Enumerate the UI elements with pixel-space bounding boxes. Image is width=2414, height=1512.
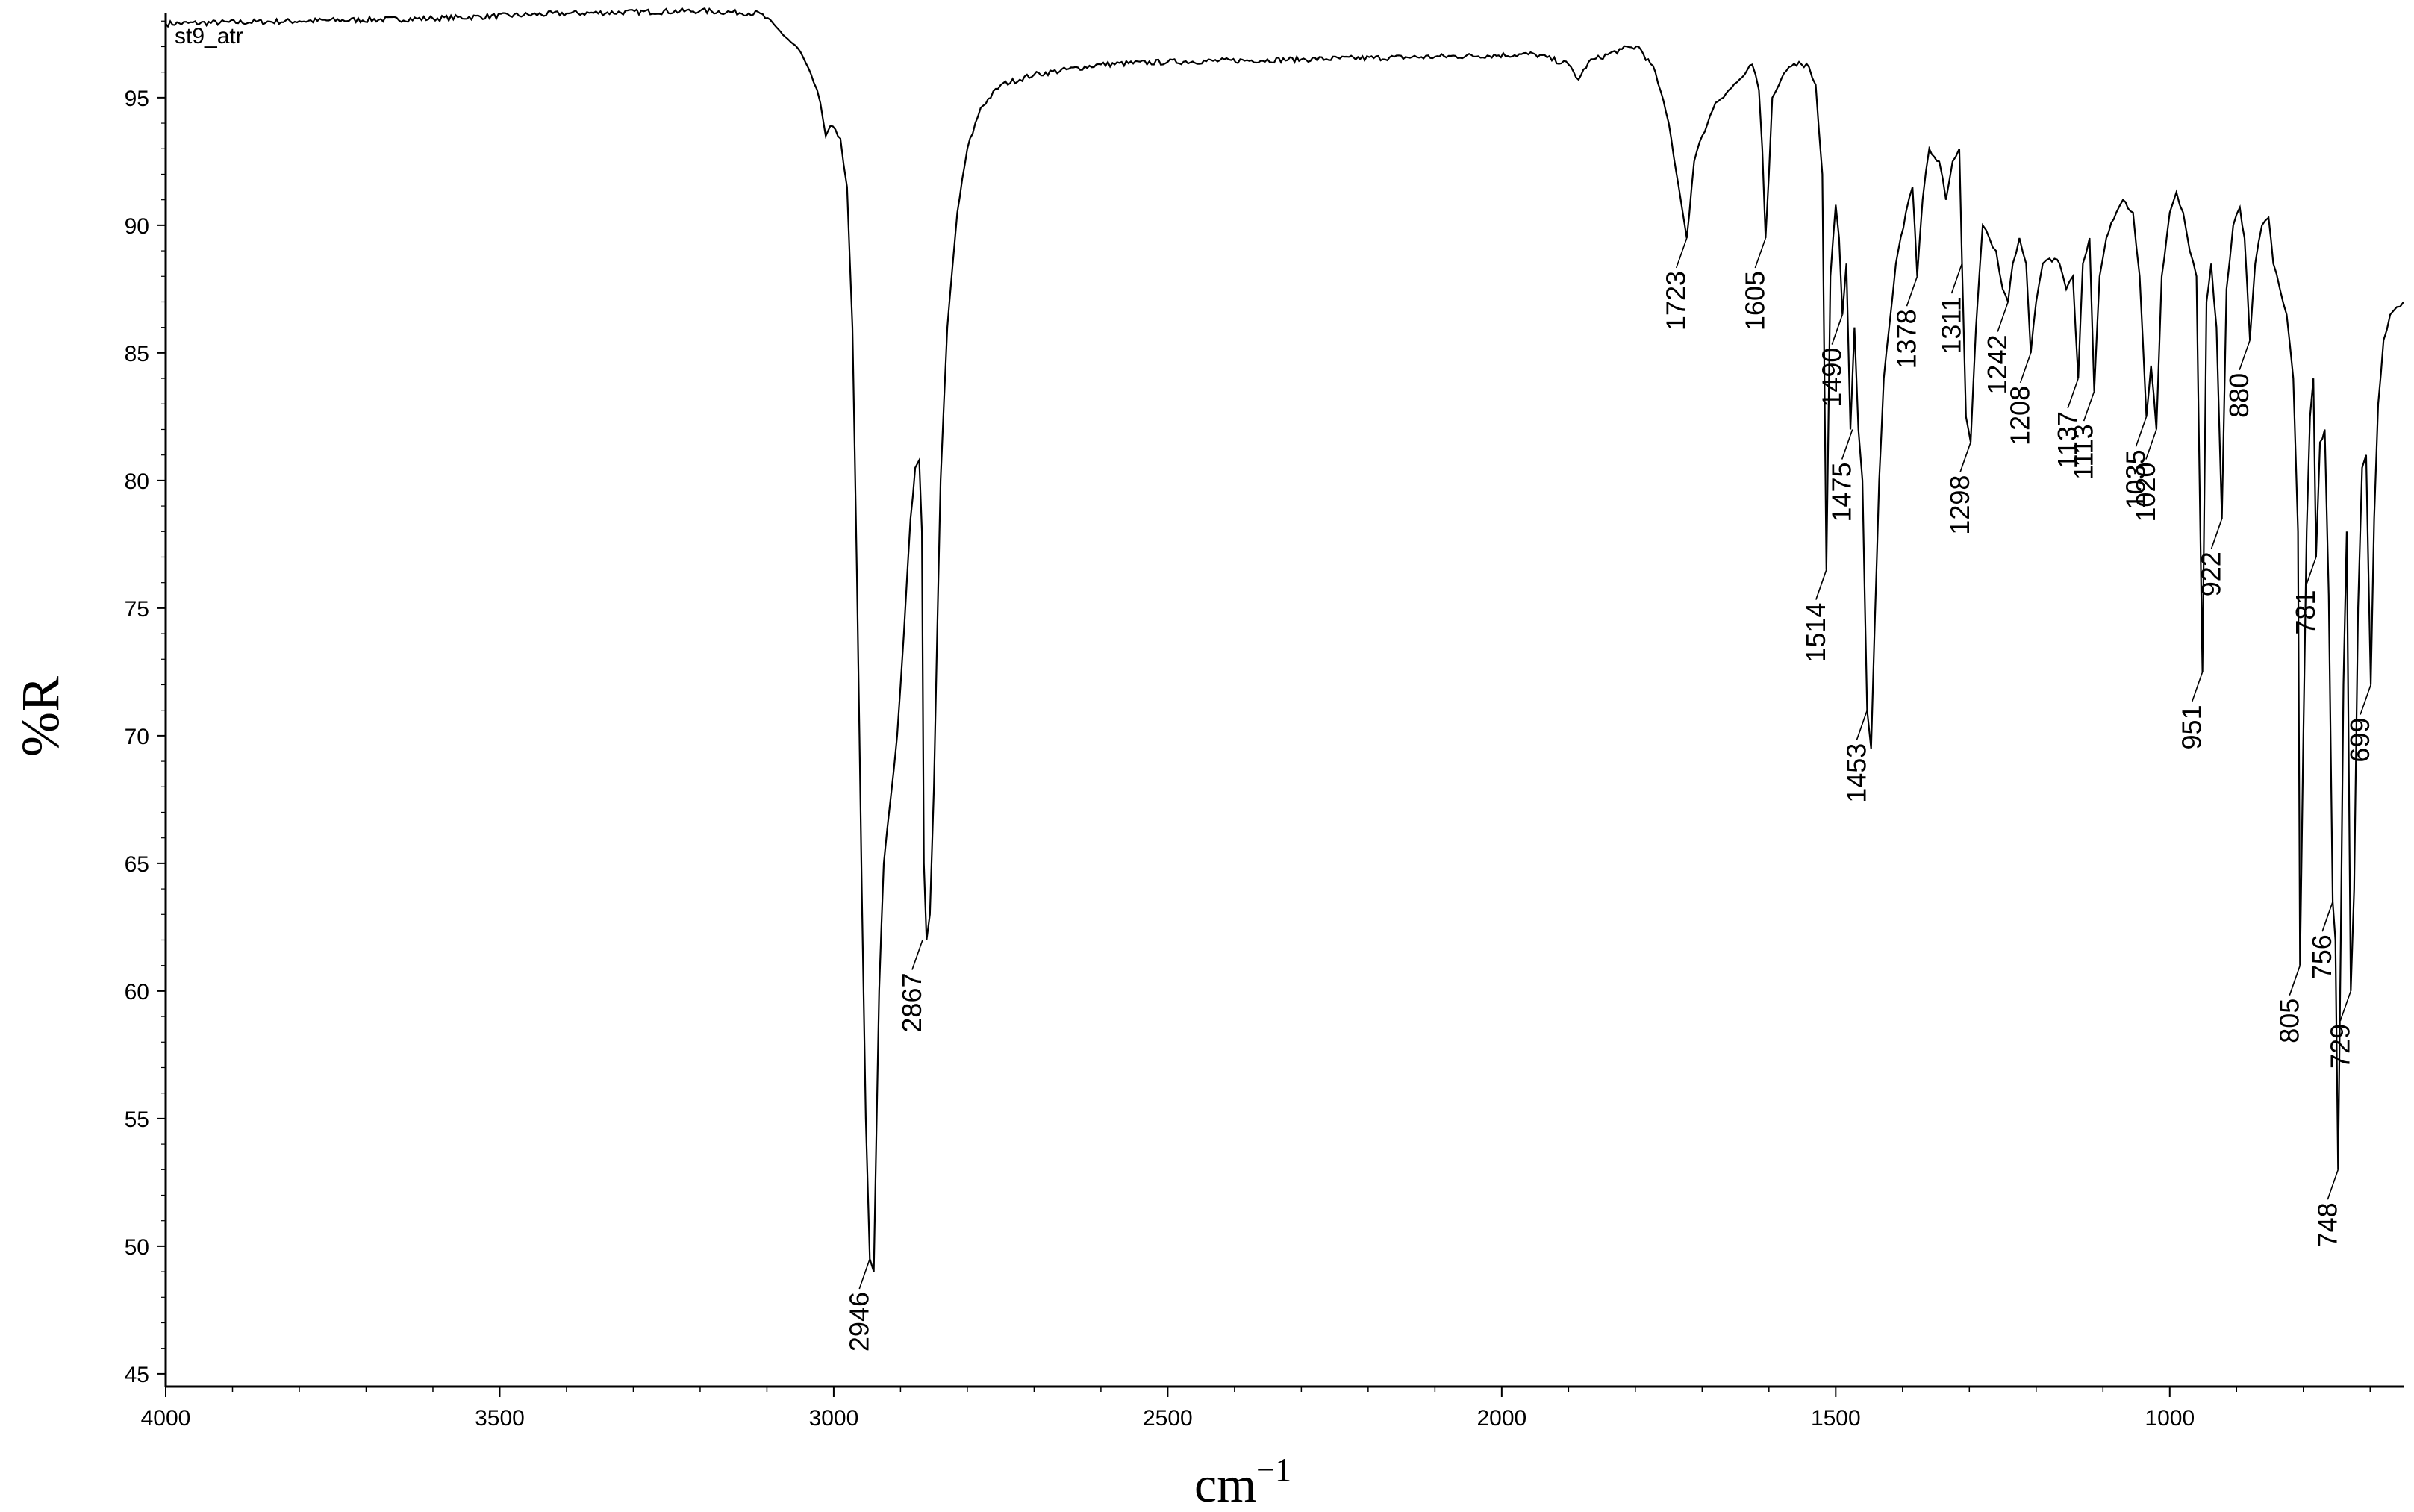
sample-name-label: st9_atr [175,24,243,49]
y-tick-label: 65 [125,852,149,877]
peak-leader-line [1754,237,1767,269]
peak-leader-line [2327,1169,2339,1200]
peak-label: 1020 [2130,463,2161,522]
peak-label: 1298 [1944,475,1975,535]
peak-leader-line [1815,569,1827,600]
peak-leader-line [1841,429,1853,460]
peak-label: 1378 [1891,309,1922,369]
y-tick-label: 45 [125,1363,149,1387]
peak-leader-line [2305,557,2317,587]
peak-leader-line [1856,710,1868,740]
peak-leader-line [2067,378,2079,409]
y-tick-label: 90 [125,214,149,239]
peak-leader-line [1950,263,1963,294]
peak-label: 1208 [2005,386,2036,446]
peak-leader-line [1906,276,1918,307]
x-tick-label: 2500 [1143,1406,1193,1431]
peak-label: 805 [2274,999,2304,1043]
x-tick-label: 1000 [2145,1406,2195,1431]
peak-leader-line [2145,429,2157,460]
peak-label: 1514 [1800,603,1831,663]
y-tick-label: 70 [125,725,149,749]
x-axis-title: cm−1 [1194,1452,1291,1512]
peak-label: 2867 [896,973,927,1033]
peak-label: 756 [2307,934,2337,979]
y-tick-label: 75 [125,597,149,622]
peak-leader-line [1997,302,2009,332]
peak-label: 1723 [1661,271,1691,331]
peak-label: 922 [2196,552,2227,596]
peak-label: 1113 [2068,424,2099,480]
spectrum-group [165,7,2404,1272]
peak-label: 880 [2224,373,2254,418]
y-tick-label: 85 [125,342,149,366]
x-tick-label: 2000 [1476,1406,1526,1431]
peak-leader-line [2191,672,2204,702]
peak-label: 951 [2177,705,2207,749]
y-tick-label: 80 [125,469,149,494]
peak-leader-line [2321,901,2333,932]
x-tick-label: 4000 [141,1406,191,1431]
spectrum-line [165,7,2404,1272]
peak-label: 1035 [2121,449,2151,509]
peak-label: 1453 [1841,743,1871,803]
peak-label: 2946 [843,1292,874,1352]
peak-leader-line [2339,990,2352,1022]
peak-leader-line [2239,340,2251,371]
peak-label: 781 [2290,590,2321,635]
peak-leader-line [911,940,923,970]
peak-annotations-group: 2946 2867 1723 1605 1514 1490 1475 1453 1378 1311… [843,237,2375,1352]
x-axis-title-exponent: −1 [1256,1452,1291,1488]
x-tick-label: 1500 [1811,1406,1861,1431]
peak-leader-line [2210,518,2223,549]
x-axis-title-unit: cm [1194,1456,1256,1512]
peak-leader-line [2019,352,2032,384]
peak-label: 699 [2345,718,2375,763]
peak-leader-line [2135,416,2148,447]
peak-label: 1311 [1936,296,1967,354]
peak-leader-line [2360,684,2371,715]
x-tick-label: 3000 [809,1406,859,1431]
y-tick-label: 50 [125,1235,149,1260]
y-axis-title: %R [10,676,70,757]
peak-leader-line [1831,314,1844,345]
peak-leader-line [858,1258,871,1290]
peak-label: 1605 [1739,271,1770,331]
peak-label: 748 [2312,1202,2342,1247]
peak-leader-line [1959,442,1971,472]
y-tick-label: 60 [125,980,149,1005]
peak-label: 1242 [1982,335,2012,395]
peak-leader-line [1675,237,1688,269]
peak-label: 729 [2324,1024,2355,1069]
peak-label: 1490 [1816,348,1847,407]
x-tick-label: 3500 [475,1406,525,1431]
axes-group: 4000 3500 3000 2500 2000 1500 1000 45 50 55 60 65 70… [125,13,2404,1431]
peak-leader-line [2083,390,2095,422]
y-tick-label: 55 [125,1108,149,1132]
peak-label: 1475 [1827,463,1857,522]
y-tick-label: 95 [125,87,149,111]
peak-leader-line [2289,965,2301,996]
peak-label: 1137 [2052,411,2083,469]
